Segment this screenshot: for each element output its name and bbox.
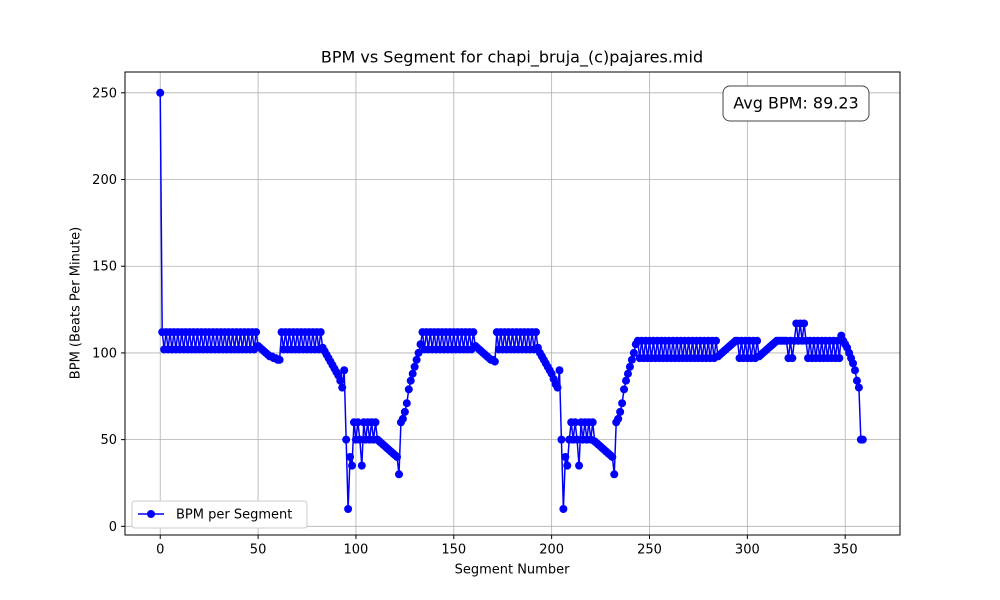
point <box>561 452 570 461</box>
x-tick-label: 300 <box>735 543 760 558</box>
point <box>156 88 165 97</box>
point <box>275 355 284 364</box>
point <box>404 385 413 394</box>
point <box>414 348 423 357</box>
point <box>854 383 863 392</box>
annotation-box <box>722 85 870 122</box>
point <box>800 319 809 328</box>
y-tick-label: 200 <box>92 173 117 188</box>
y-tick-label: 50 <box>100 433 117 448</box>
point <box>342 435 351 444</box>
point <box>616 407 625 416</box>
point <box>622 376 631 385</box>
point <box>400 407 409 416</box>
point <box>571 418 580 427</box>
point <box>402 399 411 408</box>
point <box>573 435 582 444</box>
point <box>852 376 861 385</box>
y-tick-label: 150 <box>92 260 117 275</box>
y-tick-label: 100 <box>92 346 117 361</box>
point <box>316 328 325 337</box>
point <box>355 435 364 444</box>
point <box>629 348 638 357</box>
point <box>398 414 407 423</box>
point <box>835 354 844 363</box>
point <box>531 328 540 337</box>
point <box>340 366 349 375</box>
point <box>849 359 858 368</box>
x-tick-label: 0 <box>156 543 164 558</box>
point <box>344 504 353 513</box>
point <box>608 452 617 461</box>
point <box>408 369 417 378</box>
legend-box <box>131 500 308 529</box>
point <box>394 470 403 479</box>
annotation: Avg BPM: 89.23 <box>733 94 858 113</box>
point <box>469 328 478 337</box>
point <box>623 369 632 378</box>
point <box>753 336 762 345</box>
x-tick-label: 250 <box>637 543 662 558</box>
point <box>620 385 629 394</box>
point <box>252 328 261 337</box>
x-tick-label: 200 <box>539 543 564 558</box>
point <box>788 354 797 363</box>
x-axis-label: Segment Number <box>455 563 571 578</box>
point <box>557 435 566 444</box>
point <box>555 366 564 375</box>
point <box>588 418 597 427</box>
point <box>353 418 362 427</box>
x-tick-label: 100 <box>344 543 369 558</box>
point <box>858 435 867 444</box>
legend-marker <box>147 510 155 518</box>
point <box>412 355 421 364</box>
point <box>712 336 721 345</box>
point <box>575 461 584 470</box>
point <box>850 366 859 375</box>
point <box>490 357 499 366</box>
legend: BPM per Segment <box>131 500 308 529</box>
point <box>618 399 627 408</box>
point <box>346 452 355 461</box>
point <box>406 376 415 385</box>
axes-frame <box>124 71 901 536</box>
point <box>336 376 345 385</box>
point <box>563 461 572 470</box>
point <box>410 362 419 371</box>
point <box>614 414 623 423</box>
point <box>393 452 402 461</box>
point <box>553 383 562 392</box>
x-tick-label: 350 <box>833 543 858 558</box>
chart-title: BPM vs Segment for chapi_bruja_(c)pajare… <box>321 48 703 68</box>
point <box>559 504 568 513</box>
point <box>348 461 357 470</box>
x-tick-label: 50 <box>250 543 267 558</box>
point <box>338 383 347 392</box>
legend-label: BPM per Segment <box>176 508 292 523</box>
plot-area <box>156 88 867 513</box>
y-axis-label: BPM (Beats Per Minute) <box>69 227 84 379</box>
x-tick-label: 150 <box>441 543 466 558</box>
point <box>371 418 380 427</box>
point <box>610 470 619 479</box>
point <box>357 461 366 470</box>
y-tick-label: 0 <box>109 520 117 535</box>
point <box>625 362 634 371</box>
y-tick-label: 250 <box>92 86 117 101</box>
point <box>627 355 636 364</box>
